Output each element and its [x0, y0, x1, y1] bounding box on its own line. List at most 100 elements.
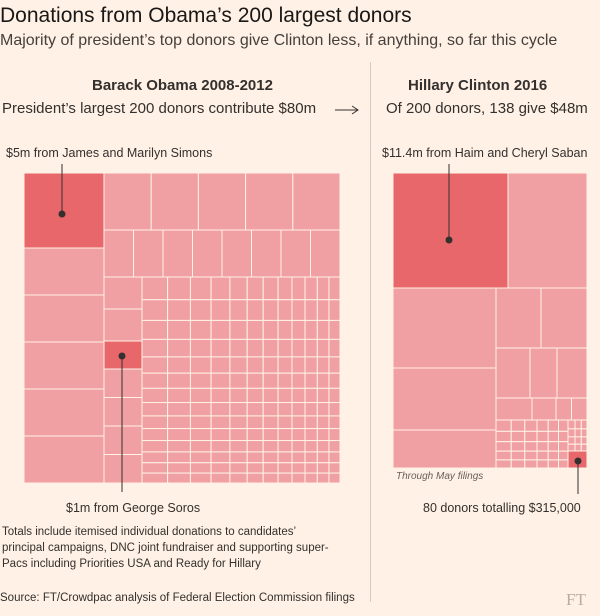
treemap-cell — [262, 387, 279, 404]
saban-annotation: $11.4m from Haim and Cheryl Saban — [382, 146, 588, 160]
treemap-cell — [536, 419, 549, 432]
treemap-cell — [23, 435, 105, 484]
treemap-cell — [536, 459, 549, 469]
treemap-cell — [189, 372, 212, 389]
treemap-cell — [310, 229, 341, 278]
treemap-cell — [580, 428, 588, 438]
treemap-cell — [571, 397, 588, 421]
treemap-cell — [262, 428, 279, 442]
treemap-cell — [291, 472, 306, 484]
treemap-cell — [291, 415, 306, 430]
soros-dot — [118, 352, 126, 360]
treemap-cell — [277, 415, 293, 430]
clinton-panel-subtitle: Of 200 donors, 138 give $48m — [386, 100, 588, 117]
treemap-cell — [495, 347, 531, 399]
treemap-cell — [141, 387, 169, 404]
treemap-cell — [141, 402, 169, 417]
treemap-cell — [524, 419, 538, 432]
treemap-cell — [291, 299, 306, 321]
treemap-cell — [328, 299, 341, 321]
treemap-cell — [277, 402, 293, 417]
treemap-cell — [574, 443, 582, 452]
treemap-cell — [246, 462, 264, 474]
treemap-cell — [103, 368, 143, 398]
treemap-cell — [328, 387, 341, 404]
treemap-cell — [167, 402, 191, 417]
treemap-cell — [529, 347, 558, 399]
treemap-cell — [262, 356, 279, 374]
treemap-cell — [495, 419, 512, 432]
treemap-cell — [210, 402, 231, 417]
treemap-cell — [141, 372, 169, 389]
treemap-cell — [291, 356, 306, 374]
treemap-cell — [304, 402, 318, 417]
treemap-cell — [557, 441, 569, 452]
treemap-cell — [304, 299, 318, 321]
treemap-cell — [277, 372, 293, 389]
treemap-cell — [141, 276, 169, 301]
treemap-cell — [210, 472, 231, 484]
treemap-cell — [495, 397, 533, 421]
treemap-cell — [246, 440, 264, 453]
treemap-cell — [316, 451, 330, 464]
treemap-cell — [531, 397, 557, 421]
treemap-cell — [103, 308, 143, 342]
treemap-cell — [316, 338, 330, 358]
treemap-cell — [304, 472, 318, 484]
treemap-cell — [189, 356, 212, 374]
treemap-cell — [23, 294, 105, 343]
treemap-cell — [167, 415, 191, 430]
treemap-cell — [567, 428, 576, 438]
treemap-cell — [328, 402, 341, 417]
through-may-note: Through May filings — [396, 471, 484, 482]
chart-title: Donations from Obama’s 200 largest donor… — [0, 4, 412, 27]
treemap-cell — [141, 338, 169, 358]
treemap-cell — [277, 338, 293, 358]
treemap-cell — [141, 319, 169, 340]
treemap-cell — [277, 299, 293, 321]
treemap-cell — [507, 172, 588, 289]
treemap-cell — [229, 428, 248, 442]
treemap-cell — [189, 428, 212, 442]
treemap-cell — [277, 462, 293, 474]
panel-divider — [370, 62, 371, 602]
treemap-cell — [229, 372, 248, 389]
treemap-cell — [536, 441, 549, 452]
treemap-cell — [189, 472, 212, 484]
treemap-cell — [536, 450, 549, 461]
treemap-cell — [141, 472, 169, 484]
treemap-cell — [103, 425, 143, 455]
treemap-cell — [103, 229, 134, 278]
treemap-cell — [141, 462, 169, 474]
treemap-cell — [210, 299, 231, 321]
clinton-panel-title: Hillary Clinton 2016 — [408, 77, 548, 94]
treemap-cell — [229, 472, 248, 484]
treemap-cell — [167, 299, 191, 321]
treemap-cell — [304, 338, 318, 358]
treemap-cell — [229, 402, 248, 417]
treemap-cell — [547, 441, 559, 452]
treemap-cell — [280, 229, 311, 278]
treemap-cell — [103, 276, 143, 310]
treemap-cell — [150, 172, 199, 231]
treemap-cell — [328, 356, 341, 374]
treemap-cell — [304, 372, 318, 389]
treemap-cell — [229, 356, 248, 374]
treemap-cell — [277, 472, 293, 484]
treemap-cell — [316, 319, 330, 340]
clinton-treemap — [392, 172, 588, 469]
treemap-cell — [291, 428, 306, 442]
treemap-cell — [221, 229, 252, 278]
treemap-cell — [229, 451, 248, 464]
treemap-cell — [291, 276, 306, 301]
treemap-cell — [262, 472, 279, 484]
treemap-cell — [291, 440, 306, 453]
treemap-cell — [277, 356, 293, 374]
saban-cell — [392, 172, 509, 289]
treemap-cell — [167, 372, 191, 389]
treemap-cell — [262, 372, 279, 389]
treemap-cell — [495, 441, 512, 452]
saban-dot — [445, 236, 453, 244]
treemap-cell — [555, 397, 572, 421]
